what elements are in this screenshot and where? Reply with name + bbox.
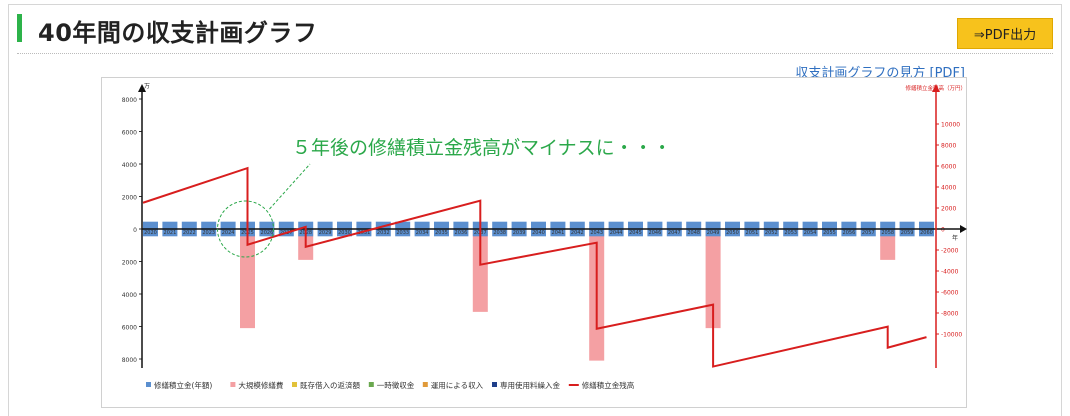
- right-tick-label: 8000: [941, 143, 956, 150]
- right-tick-label: -8000: [941, 311, 959, 318]
- legend-label: 既存借入の返済額: [300, 380, 360, 390]
- x-tick-label: 2043: [590, 230, 603, 236]
- legend-label: 運用による収入: [431, 381, 484, 390]
- x-tick-label: 2033: [396, 230, 409, 236]
- annotation-leader: [269, 163, 311, 210]
- x-tick-label: 2050: [726, 230, 739, 236]
- left-tick-label: 8000: [122, 97, 137, 104]
- legend-swatch: [146, 382, 151, 387]
- title-divider: [17, 53, 1053, 54]
- annotation-circle: [217, 200, 274, 258]
- x-tick-label: 2052: [765, 230, 778, 236]
- legend-label: 専用使用料繰入金: [500, 380, 560, 390]
- repair-cost-bar: [472, 229, 488, 312]
- x-tick-label: 2058: [881, 230, 894, 236]
- legend-label: 一時徴収金: [377, 380, 415, 390]
- x-tick-label: 2049: [707, 230, 720, 236]
- x-axis-arrow: [960, 225, 967, 233]
- x-tick-label: 2026: [261, 230, 274, 236]
- x-tick-label: 2055: [823, 230, 836, 236]
- x-tick-label: 2038: [493, 230, 506, 236]
- x-tick-label: 2020: [144, 230, 157, 236]
- x-tick-label: 2056: [843, 230, 856, 236]
- repair-cost-bar: [240, 229, 255, 329]
- left-tick-label: 6000: [122, 325, 137, 332]
- right-tick-label: -2000: [941, 248, 959, 255]
- x-tick-label: 2029: [319, 230, 332, 236]
- left-axis-unit: 万: [144, 83, 150, 90]
- x-tick-label: 2030: [338, 230, 351, 236]
- left-tick-label: 4000: [122, 292, 137, 299]
- x-tick-label: 2021: [164, 230, 177, 236]
- right-tick-label: 4000: [941, 185, 956, 192]
- repair-cost-bar: [705, 229, 721, 329]
- legend-label: 大規模修繕費: [238, 380, 283, 390]
- x-tick-label: 2036: [455, 230, 468, 236]
- x-tick-label: 2022: [183, 230, 196, 236]
- x-tick-label: 2023: [202, 230, 215, 236]
- x-tick-label: 2051: [746, 230, 759, 236]
- x-tick-label: 2060: [920, 230, 933, 236]
- repair-cost-bar: [880, 229, 896, 260]
- x-tick-label: 2031: [358, 230, 371, 236]
- x-axis-unit: 年: [952, 234, 958, 242]
- right-tick-label: -4000: [941, 269, 959, 276]
- right-axis-arrow: [932, 84, 940, 92]
- page-title: 40年間の収支計画グラフ: [38, 19, 318, 47]
- balance-chart: 8000 6000 4000 2000 0 2000 4000 6000 8000 万 10000 8…: [122, 83, 967, 390]
- annotation-text: ５年後の修繕積立金残高がマイナスに・・・: [292, 137, 672, 159]
- legend-swatch: [368, 382, 374, 387]
- x-tick-label: 2044: [610, 230, 623, 236]
- right-tick-label: -10000: [941, 332, 962, 339]
- legend-swatch: [492, 382, 497, 387]
- right-tick-label: 2000: [941, 206, 956, 213]
- x-tick-label: 2057: [862, 230, 875, 236]
- chart-container: 8000 6000 4000 2000 0 2000 4000 6000 8000 万 10000 8…: [101, 77, 967, 408]
- left-tick-label: 6000: [122, 130, 137, 137]
- x-tick-label: 2040: [532, 230, 545, 236]
- legend-swatch: [422, 382, 428, 387]
- right-tick-label: 10000: [941, 122, 960, 129]
- x-tick-label: 2024: [222, 230, 235, 236]
- left-tick-label: 2000: [122, 195, 137, 202]
- x-tick-label: 2053: [784, 230, 797, 236]
- x-tick-label: 2047: [668, 230, 681, 236]
- x-tick-label: 2048: [687, 230, 700, 236]
- pdf-export-button[interactable]: ⇒PDF出力: [957, 18, 1053, 49]
- left-tick-label: 0: [133, 227, 137, 234]
- balance-line: [142, 166, 927, 368]
- content-frame: [8, 4, 1062, 416]
- x-tick-label: 2042: [571, 230, 584, 236]
- legend-swatch: [292, 382, 297, 387]
- x-tick-label: 2054: [804, 230, 817, 236]
- x-tick-label: 2039: [513, 230, 526, 236]
- x-tick-label: 2041: [552, 230, 565, 236]
- legend-swatch: [230, 382, 236, 387]
- left-tick-label: 8000: [122, 357, 137, 364]
- title-accent-bar: [17, 14, 22, 42]
- left-tick-label: 2000: [122, 260, 137, 267]
- legend-label: 修繕積立金(年額): [154, 380, 212, 390]
- left-axis-arrow: [138, 84, 146, 92]
- x-tick-label: 2046: [649, 230, 662, 236]
- x-tick-label: 2034: [416, 230, 429, 236]
- legend-label: 修繕積立金残高: [582, 380, 635, 390]
- x-tick-label: 2032: [377, 230, 390, 236]
- right-tick-label: -6000: [941, 290, 959, 297]
- x-tick-label: 2035: [435, 230, 448, 236]
- right-tick-label: 0: [941, 227, 945, 234]
- right-tick-label: 6000: [941, 164, 956, 171]
- x-tick-label: 2045: [629, 230, 642, 236]
- left-tick-label: 4000: [122, 162, 137, 169]
- x-tick-label: 2059: [901, 230, 914, 236]
